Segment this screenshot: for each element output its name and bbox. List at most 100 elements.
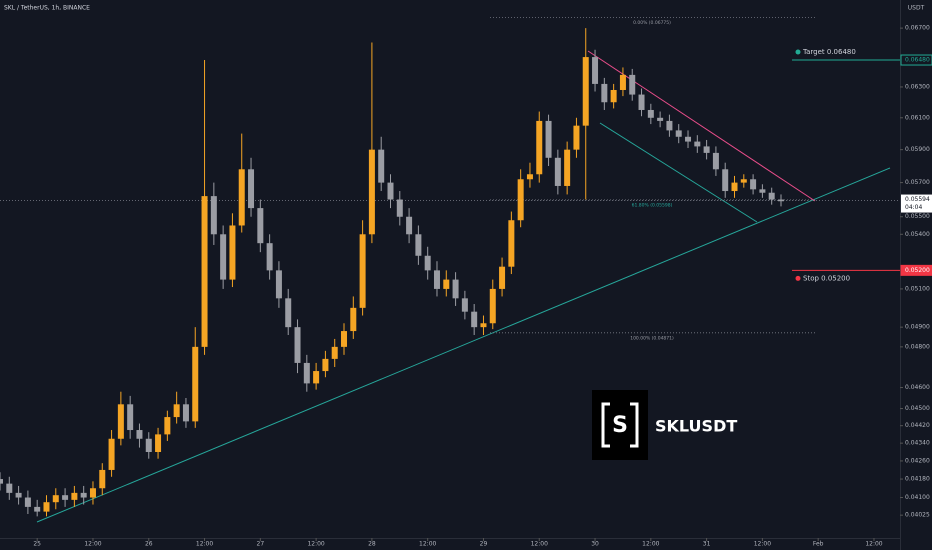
candle-body bbox=[62, 495, 69, 500]
channel-line bbox=[599, 122, 758, 223]
y-tick-label: 0.04260 bbox=[905, 457, 930, 464]
candle-body bbox=[657, 117, 664, 121]
candle-body bbox=[582, 57, 589, 126]
level-tag-label: 0.06480 bbox=[905, 57, 930, 64]
candle-body bbox=[127, 404, 134, 431]
candle-body bbox=[573, 125, 580, 150]
candle-body bbox=[750, 179, 757, 190]
candle-body bbox=[489, 288, 496, 324]
candle-body bbox=[564, 149, 571, 186]
last-price-tag bbox=[901, 194, 932, 213]
candle-body bbox=[43, 502, 50, 512]
candle-body bbox=[303, 362, 310, 384]
candle-body bbox=[433, 270, 440, 289]
candle-body bbox=[368, 149, 375, 235]
candle-body bbox=[629, 74, 636, 95]
candle-body bbox=[248, 169, 255, 209]
y-tick-label: 0.05100 bbox=[905, 285, 930, 292]
candle-body bbox=[647, 109, 654, 118]
y-tick-label: 0.05500 bbox=[905, 213, 930, 220]
countdown-label: 04:04 bbox=[905, 204, 922, 211]
last-price-label: 0.05594 bbox=[905, 196, 930, 203]
x-tick-label: 12:00 bbox=[307, 541, 324, 548]
symbol-header: SKL / TetherUS, 1h, BINANCE bbox=[4, 5, 90, 12]
candle-body bbox=[275, 270, 282, 299]
candle-body bbox=[554, 157, 561, 186]
candle-body bbox=[638, 94, 645, 110]
candle-body bbox=[461, 298, 468, 312]
x-tick-label: 12:00 bbox=[754, 541, 771, 548]
y-tick-label: 0.04900 bbox=[905, 324, 930, 331]
candle-body bbox=[424, 255, 431, 271]
currency-label: USDT bbox=[908, 5, 925, 12]
candle-body bbox=[173, 404, 180, 418]
candle-body bbox=[517, 179, 524, 221]
y-tick-label: 0.05900 bbox=[905, 146, 930, 153]
candle-body bbox=[15, 492, 22, 498]
candle-body bbox=[619, 74, 626, 90]
y-tick-label: 0.04180 bbox=[905, 476, 930, 483]
level-icon bbox=[795, 49, 801, 55]
x-tick-label: 29 bbox=[480, 541, 488, 548]
level-label: Stop 0.05200 bbox=[803, 274, 850, 282]
candle-body bbox=[322, 358, 329, 372]
candle-body bbox=[136, 430, 143, 439]
candle-body bbox=[350, 307, 357, 332]
candle-body bbox=[266, 243, 273, 271]
level-tag bbox=[900, 54, 932, 66]
y-tick-label: 0.04500 bbox=[905, 405, 930, 412]
candle-body bbox=[526, 174, 533, 180]
y-tick-label: 0.04420 bbox=[905, 422, 930, 429]
candle-body bbox=[471, 311, 478, 328]
y-tick-label: 0.04800 bbox=[905, 343, 930, 350]
candle-body bbox=[768, 192, 775, 200]
candle-body bbox=[155, 434, 162, 453]
y-tick-label: 0.05400 bbox=[905, 231, 930, 238]
x-tick-label: 12:00 bbox=[531, 541, 548, 548]
candle-body bbox=[192, 346, 199, 422]
candle-body bbox=[759, 189, 766, 193]
candle-body bbox=[229, 225, 236, 280]
candle-body bbox=[731, 182, 738, 192]
candle-body bbox=[331, 346, 338, 359]
candle-body bbox=[52, 495, 59, 503]
candle-body bbox=[220, 234, 227, 280]
fib-label: 61.80% (0.05598) bbox=[632, 202, 673, 208]
x-tick-label: 12:00 bbox=[419, 541, 436, 548]
y-tick-label: 0.06100 bbox=[905, 114, 930, 121]
candle-body bbox=[480, 323, 487, 328]
candle-body bbox=[80, 492, 87, 498]
level-label: Target 0.06480 bbox=[802, 48, 856, 56]
candle-body bbox=[592, 57, 599, 84]
candle-body bbox=[341, 331, 348, 347]
candle-body bbox=[545, 120, 552, 158]
candle-body bbox=[722, 169, 729, 192]
logo-letter: S bbox=[612, 413, 628, 438]
candle-body bbox=[406, 216, 413, 235]
fib-label: 0.00% (0.06775) bbox=[633, 20, 671, 26]
candle-body bbox=[24, 497, 31, 507]
level-tag bbox=[900, 264, 932, 276]
candle-body bbox=[685, 136, 692, 142]
x-tick-label: 12:00 bbox=[865, 541, 882, 548]
x-tick-label: 30 bbox=[591, 541, 599, 548]
fib-label: 100.00% (0.04871) bbox=[630, 335, 674, 341]
candle-body bbox=[666, 120, 673, 131]
x-tick-label: Feb bbox=[813, 541, 824, 548]
x-tick-label: 25 bbox=[33, 541, 41, 548]
candle-body bbox=[34, 506, 41, 512]
candle-body bbox=[117, 404, 124, 439]
y-tick-label: 0.04600 bbox=[905, 384, 930, 391]
candle-body bbox=[201, 196, 208, 347]
candle-body bbox=[703, 146, 710, 153]
candle-body bbox=[387, 182, 394, 200]
candle-body bbox=[313, 371, 320, 384]
logo-brackets bbox=[601, 402, 639, 448]
candle-body bbox=[712, 152, 719, 170]
candle-body bbox=[145, 438, 152, 453]
candle-body bbox=[71, 492, 78, 500]
candle-body bbox=[359, 234, 366, 308]
candle-body bbox=[777, 199, 784, 202]
